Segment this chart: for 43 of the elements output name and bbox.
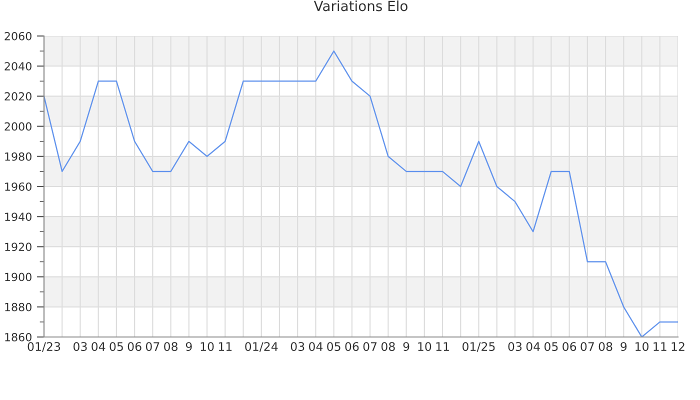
y-tick-label: 1940 (5, 212, 32, 221)
x-tick-label: 11 (218, 342, 232, 351)
x-tick-label: 11 (654, 342, 666, 351)
x-tick-label: 9 (186, 342, 192, 351)
x-tick-label: 01/23 (28, 342, 60, 352)
x-tick-label: 12 (672, 342, 684, 351)
x-tick-label: 04 (526, 342, 540, 351)
x-tick-label: 07 (363, 342, 377, 351)
x-tick-label: 01/24 (245, 342, 278, 352)
x-tick-label: 08 (164, 342, 178, 351)
x-tick-label: 01/25 (462, 342, 495, 352)
x-tick-label: 07 (146, 342, 160, 351)
x-tick-label: 06 (128, 342, 142, 351)
y-tick-label: 1860 (5, 332, 32, 342)
y-tick-label: 2060 (4, 32, 32, 40)
y-tick-label: 1920 (5, 242, 32, 252)
x-tick-label: 08 (381, 342, 395, 351)
y-tick-label: 2020 (4, 92, 32, 101)
y-tick-label: 2040 (4, 62, 32, 70)
y-tick-label: 1980 (5, 152, 32, 161)
x-tick-label: 08 (598, 342, 612, 351)
x-tick-label: 03 (73, 342, 87, 351)
y-tick-label: 1880 (5, 302, 32, 312)
x-tick-label: 05 (327, 342, 340, 351)
x-tick-label: 11 (436, 342, 449, 351)
x-tick-label: 03 (290, 342, 304, 351)
x-tick-label: 10 (636, 342, 648, 351)
y-tick-label: 1900 (5, 272, 32, 282)
x-tick-label: 9 (620, 342, 627, 351)
x-tick-label: 9 (403, 342, 410, 351)
y-tick-label: 1960 (5, 182, 32, 191)
x-tick-label: 07 (580, 342, 594, 351)
chart-title: Variations Elo (314, 0, 408, 12)
x-tick-label: 04 (308, 342, 323, 351)
x-tick-label: 06 (345, 342, 359, 351)
x-tick-label: 06 (562, 342, 576, 351)
x-tick-label: 05 (544, 342, 558, 351)
x-tick-label: 05 (110, 342, 123, 351)
y-tick-label: 2000 (4, 122, 32, 131)
x-tick-label: 10 (418, 342, 432, 351)
x-tick-label: 03 (508, 342, 522, 351)
x-tick-label: 10 (200, 342, 214, 351)
x-tick-label: 04 (92, 342, 106, 351)
